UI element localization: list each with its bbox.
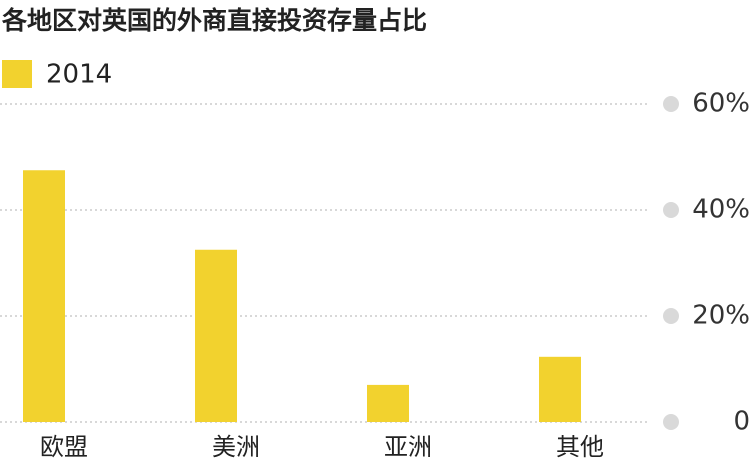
legend-label: 2014 [46, 60, 112, 90]
tick-mark [663, 96, 679, 112]
tick-mark [663, 414, 679, 430]
tick-mark [663, 202, 679, 218]
bar [367, 384, 409, 422]
x-tick-label: 欧盟 [40, 433, 88, 461]
y-tick-label: 20% [692, 301, 750, 331]
chart-title: 各地区对英国的外商直接投资存量占比 [1, 6, 427, 35]
tick-mark [663, 308, 679, 324]
x-tick-label: 美洲 [212, 433, 260, 461]
y-tick-label: 40% [692, 195, 750, 225]
y-tick-label: 60% [692, 89, 750, 119]
legend-swatch [2, 60, 32, 88]
x-tick-label: 其他 [556, 433, 604, 461]
x-tick-label: 亚洲 [384, 433, 432, 461]
bar [23, 170, 65, 422]
y-tick-label: 0 [733, 407, 750, 437]
bar [539, 356, 581, 422]
bar [195, 249, 237, 422]
